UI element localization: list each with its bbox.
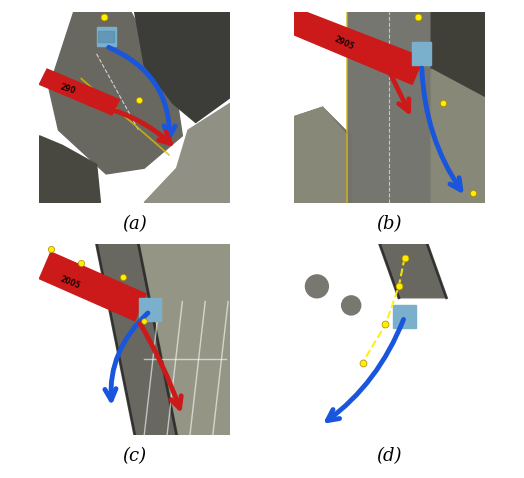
Polygon shape <box>39 136 101 203</box>
Text: 290: 290 <box>59 83 76 96</box>
Polygon shape <box>431 69 485 203</box>
Text: (d): (d) <box>377 447 402 466</box>
Polygon shape <box>96 244 177 435</box>
Polygon shape <box>294 107 347 203</box>
Text: (a): (a) <box>122 215 147 233</box>
Polygon shape <box>347 12 431 203</box>
Polygon shape <box>138 298 161 321</box>
Polygon shape <box>39 252 146 321</box>
Polygon shape <box>39 69 119 115</box>
Polygon shape <box>99 31 114 43</box>
Polygon shape <box>431 12 485 98</box>
Polygon shape <box>49 12 182 174</box>
Circle shape <box>342 296 361 315</box>
Polygon shape <box>294 107 351 203</box>
Polygon shape <box>412 43 431 65</box>
Polygon shape <box>294 12 423 84</box>
Polygon shape <box>393 305 416 328</box>
Polygon shape <box>144 103 230 203</box>
Text: 2005: 2005 <box>59 274 81 290</box>
Polygon shape <box>96 27 116 46</box>
Text: (c): (c) <box>123 447 147 466</box>
Polygon shape <box>135 12 230 122</box>
Polygon shape <box>380 244 446 298</box>
Polygon shape <box>138 244 230 435</box>
Text: 2905: 2905 <box>332 35 355 52</box>
Text: (b): (b) <box>377 215 402 233</box>
Circle shape <box>305 275 329 298</box>
